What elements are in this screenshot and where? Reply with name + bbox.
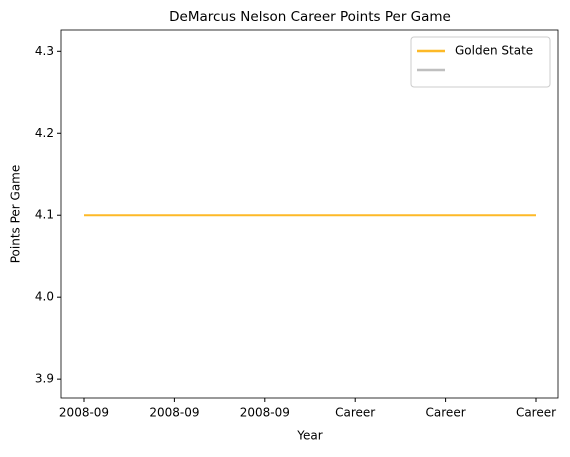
y-tick-label: 4.0 (35, 290, 54, 304)
x-tick-label: Career (335, 406, 375, 420)
y-tick-label: 3.9 (35, 372, 54, 386)
y-axis-label: Points Per Game (9, 165, 23, 264)
chart-title: DeMarcus Nelson Career Points Per Game (169, 9, 451, 25)
y-tick-label: 4.1 (35, 208, 54, 222)
x-tick-label: Career (426, 406, 466, 420)
x-tick-label: Career (516, 406, 556, 420)
plot-frame (60, 29, 559, 399)
x-axis-label: Year (296, 429, 322, 443)
legend-box (410, 36, 551, 88)
legend-label: Golden State (455, 44, 533, 58)
x-tick-label: 2008-09 (59, 406, 109, 420)
y-tick-label: 4.3 (35, 44, 54, 58)
x-tick-label: 2008-09 (149, 406, 199, 420)
y-tick-label: 4.2 (35, 126, 54, 140)
x-tick-label: 2008-09 (240, 406, 290, 420)
